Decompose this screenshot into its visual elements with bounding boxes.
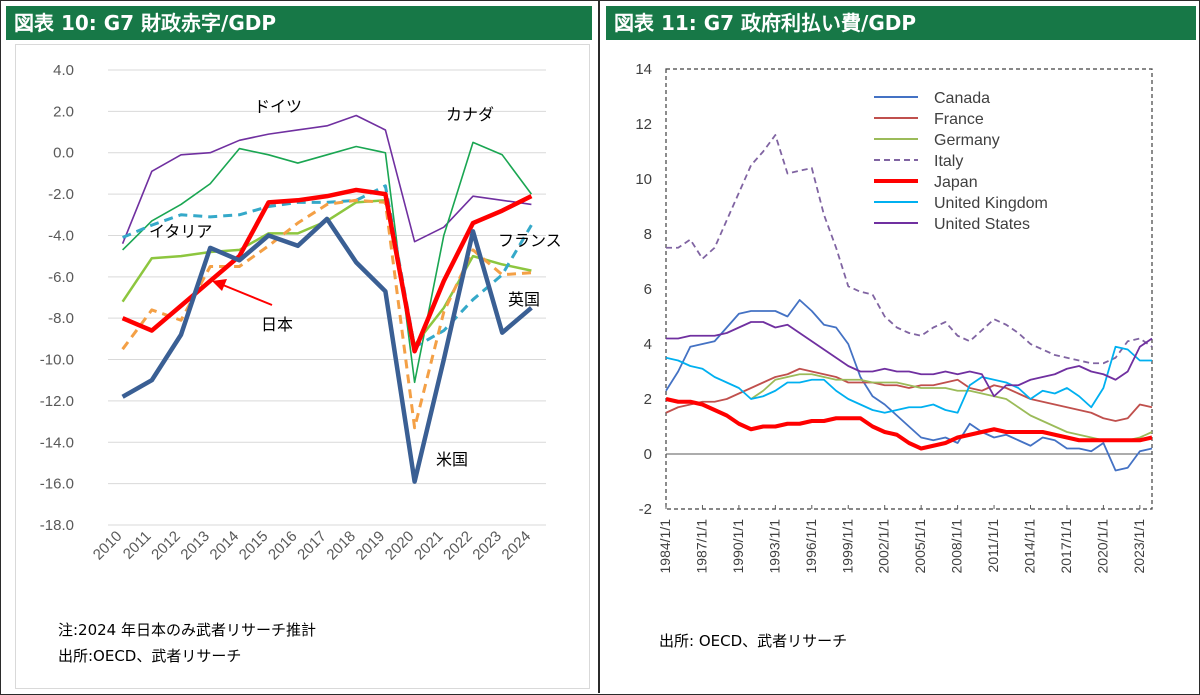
japan-arrow-line: [222, 284, 273, 306]
y-tick-label: 2.0: [53, 103, 74, 120]
series-line-canada: [665, 299, 1153, 472]
legend-label-italy: Italy: [934, 153, 963, 170]
y-tick-label: 8: [644, 226, 652, 243]
x-tick-label: 2016: [265, 528, 301, 564]
fiscal-deficit-chart: 4.0 2.0 0.0 -2.0 -4.0 -6.0 -8.0 -10.0 -12.0 -14.0…: [40, 62, 562, 564]
legend-label-canada: Canada: [934, 90, 990, 107]
plot-border: [665, 68, 1153, 510]
series-line-france: [665, 367, 1153, 422]
y-tick-label: -16.0: [40, 476, 74, 493]
x-tick-label: 1987/1/1: [693, 519, 709, 574]
series-annotation-4: 英国: [508, 291, 540, 309]
x-tick-label: 2018: [323, 528, 359, 564]
legend-label-united-kingdom: United Kingdom: [934, 195, 1048, 212]
y-tick-label: 10: [635, 171, 652, 188]
legend-label-united-states: United States: [934, 216, 1030, 233]
x-tick-label: 2022: [440, 528, 476, 564]
x-tick-label: 2023: [469, 528, 505, 564]
series-line-united-kingdom: [665, 345, 1152, 414]
x-tick-label: 2023/1/1: [1131, 519, 1147, 574]
y-tick-label: 2: [644, 391, 652, 408]
panel-fiscal-deficit: 図表 10: G7 財政赤字/GDP 4.0 2.0 0.0 -2.0 -4.0 -6.0…: [0, 0, 596, 693]
panel2-header: 図表 11: G7 政府利払い費/GDP: [606, 6, 1196, 40]
x-tick-label: 2011: [120, 528, 155, 563]
x-tick-label: 2014: [207, 528, 243, 564]
panel-interest-payments: 図表 11: G7 政府利払い費/GDP 14 12 10 8 6 4 2 0 -2 1984/1…: [598, 0, 1200, 693]
y-tick-label: 0.0: [53, 145, 74, 162]
interest-chart-box: 14 12 10 8 6 4 2 0 -2 1984/1/1 1987/1/1 1990/1/1 199…: [604, 44, 1194, 687]
legend-label-germany: Germany: [934, 132, 1000, 149]
y-tick-label: 4: [644, 336, 652, 353]
legend-label-france: France: [934, 111, 984, 128]
y-tick-label: 0: [644, 446, 652, 463]
series-annotation-2: イタリア: [149, 223, 212, 241]
x-tick-label: 1990/1/1: [730, 519, 746, 574]
y-tick-label: -12.0: [40, 393, 74, 410]
series-line-japan: [665, 397, 1153, 451]
x-tick-label: 1984/1/1: [657, 519, 673, 574]
x-tick-label: 2005/1/1: [912, 519, 928, 574]
x-tick-label: 2024: [499, 528, 535, 564]
series-line-0: [121, 114, 532, 245]
y-tick-label: -4.0: [48, 227, 74, 244]
series-line-united-states: [666, 321, 1153, 398]
y-tick-label: 12: [635, 116, 652, 133]
x-tick-label: 2015: [236, 528, 272, 564]
y-tick-label: -14.0: [40, 434, 74, 451]
x-tick-label: 2017/1/1: [1058, 519, 1074, 574]
x-tick-label: 2008/1/1: [949, 519, 965, 574]
series-line-5: [121, 187, 533, 354]
x-tick-label: 2012: [148, 528, 184, 564]
series-line-italy: [666, 134, 1153, 365]
x-tick-label: 1999/1/1: [839, 519, 855, 574]
series-annotation-6: 米国: [436, 451, 468, 469]
series-annotation-3: フランス: [498, 233, 562, 250]
x-tick-label: 2010: [90, 528, 126, 564]
series-line-1: [122, 141, 533, 384]
x-tick-label: 2021: [411, 528, 447, 564]
series-annotation-1: カナダ: [446, 106, 494, 124]
x-tick-label: 1996/1/1: [803, 519, 819, 574]
x-tick-label: 2002/1/1: [876, 519, 892, 574]
panel1-header: 図表 10: G7 財政赤字/GDP: [6, 6, 592, 40]
panel1-note: 注:2024 年日本のみ武者リサーチ推計: [58, 621, 316, 639]
series-annotation-0: ドイツ: [254, 99, 302, 116]
x-tick-label: 2020/1/1: [1094, 519, 1110, 574]
y-tick-label: 14: [635, 61, 652, 78]
y-tick-label: -18.0: [40, 517, 74, 534]
x-tick-label: 2017: [294, 528, 330, 564]
japan-arrow-head: [212, 279, 227, 291]
y-tick-label: -6.0: [48, 269, 74, 286]
y-tick-label: -2: [639, 501, 652, 518]
panel1-source: 出所:OECD、武者リサーチ: [58, 647, 242, 665]
series-annotation-5: 日本: [261, 316, 293, 334]
x-tick-label: 2013: [177, 528, 213, 564]
x-tick-label: 2011/1/1: [985, 519, 1001, 573]
y-tick-label: -2.0: [48, 186, 74, 203]
y-tick-label: 4.0: [53, 62, 74, 79]
y-tick-label: -8.0: [48, 310, 74, 327]
series-line-6: [121, 216, 533, 484]
y-tick-label: -10.0: [40, 352, 74, 369]
x-tick-label: 2019: [353, 528, 389, 564]
x-tick-label: 2020: [382, 528, 418, 564]
series-line-germany: [750, 373, 1153, 442]
x-tick-label: 2014/1/1: [1022, 519, 1038, 574]
interest-payments-chart: 14 12 10 8 6 4 2 0 -2 1984/1/1 1987/1/1 1990/1/1 199…: [635, 61, 1153, 574]
y-tick-label: 6: [644, 281, 652, 298]
legend-label-japan: Japan: [934, 174, 978, 191]
x-tick-label: 1993/1/1: [766, 519, 782, 574]
panel2-source: 出所: OECD、武者リサーチ: [659, 632, 848, 650]
series-line-3: [122, 184, 533, 349]
fiscal-deficit-chart-box: 4.0 2.0 0.0 -2.0 -4.0 -6.0 -8.0 -10.0 -12.0 -14.0…: [15, 44, 590, 689]
